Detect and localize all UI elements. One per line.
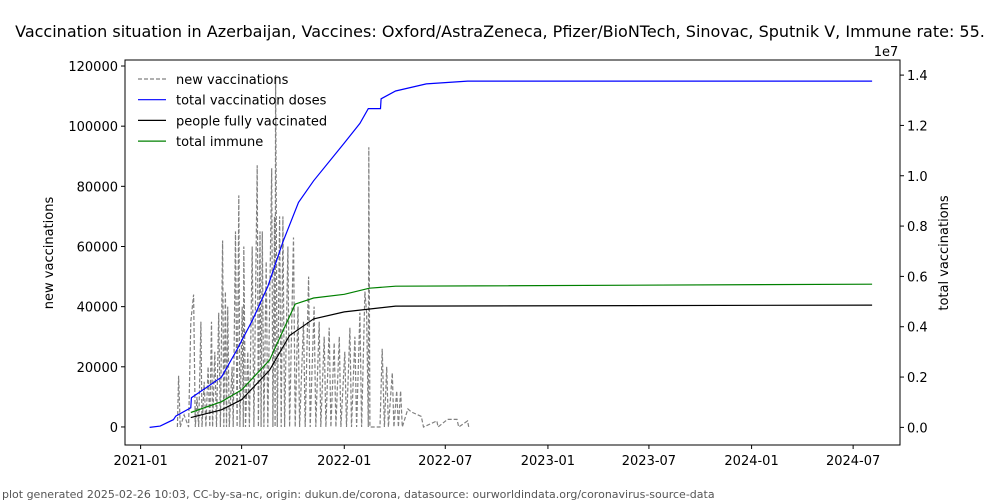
- left-y-axis: 0 20000 40000 60000 80000 100000 120000: [68, 60, 125, 436]
- right-axis-multiplier: 1e7: [874, 45, 899, 60]
- x-tick-label: 2024-07: [826, 454, 880, 469]
- series-layer: [149, 74, 873, 429]
- legend-label: total immune: [176, 135, 263, 150]
- x-axis: 2021-01 2021-07 2022-01 2022-07 2023-01 2023-…: [113, 445, 880, 469]
- right-y-axis: 0.0 0.2 0.4 0.6 0.8 1.0 1.2 1.4: [900, 69, 928, 436]
- x-tick-label: 2024-01: [724, 454, 778, 469]
- x-tick-label: 2023-07: [622, 454, 676, 469]
- footer-credit: plot generated 2025-02-26 10:03, CC-by-s…: [2, 488, 715, 500]
- right-y-tick-label: 0.0: [907, 421, 928, 436]
- chart-title: Vaccination situation in Azerbaijan, Vac…: [15, 22, 985, 41]
- right-y-tick-label: 0.2: [907, 371, 928, 386]
- right-y-tick-label: 0.4: [907, 321, 928, 336]
- left-y-tick-label: 0: [110, 421, 118, 436]
- legend-label: people fully vaccinated: [176, 114, 327, 129]
- legend: new vaccinations total vaccination doses p…: [138, 73, 327, 150]
- right-y-tick-label: 1.2: [907, 119, 928, 134]
- plot-frame: [124, 59, 901, 446]
- right-y-tick-label: 1.0: [907, 170, 928, 185]
- legend-label: total vaccination doses: [176, 94, 327, 109]
- left-y-tick-label: 20000: [77, 361, 118, 376]
- left-y-tick-label: 60000: [77, 240, 118, 255]
- series-line-people-fully-vaccinated: [190, 304, 873, 419]
- left-y-tick-label: 120000: [68, 60, 118, 75]
- right-axis-label: total vaccinations: [937, 195, 952, 311]
- right-y-tick-label: 0.8: [907, 220, 928, 235]
- x-tick-label: 2023-01: [521, 454, 575, 469]
- right-y-tick-label: 1.4: [907, 69, 928, 84]
- series-line-new-vaccinations: [176, 74, 470, 429]
- x-tick-label: 2022-01: [317, 454, 371, 469]
- right-y-tick-label: 0.6: [907, 270, 928, 285]
- left-y-tick-label: 100000: [68, 120, 118, 135]
- x-tick-label: 2022-07: [418, 454, 472, 469]
- x-tick-label: 2021-01: [113, 454, 167, 469]
- legend-label: new vaccinations: [176, 73, 289, 88]
- left-y-tick-label: 80000: [77, 180, 118, 195]
- series-line-total-vaccination-doses: [149, 80, 873, 428]
- left-y-tick-label: 40000: [77, 301, 118, 316]
- series-line-total-immune: [190, 283, 873, 414]
- x-tick-label: 2021-07: [214, 454, 268, 469]
- left-axis-label: new vaccinations: [42, 197, 57, 310]
